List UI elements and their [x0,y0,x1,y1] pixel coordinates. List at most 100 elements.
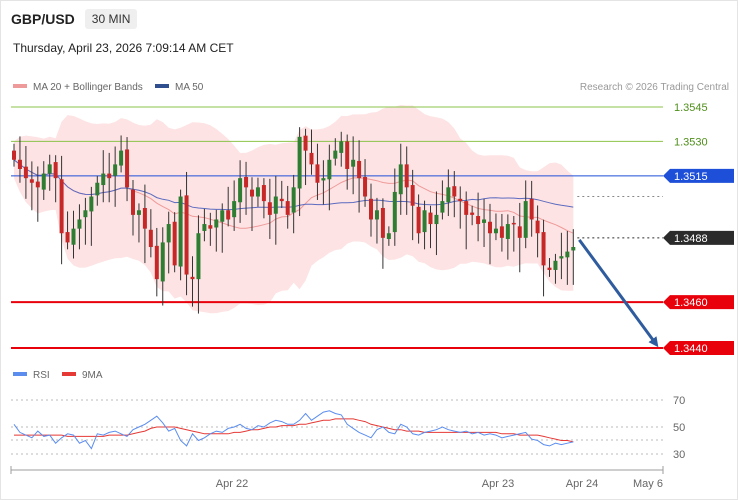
candle-body [464,201,469,215]
candle-body [392,191,397,233]
candle-body [101,173,106,186]
candle-body [559,256,564,259]
level-label-tag: 1.3440 [663,341,734,355]
candle-body [285,201,290,215]
candle-body [517,226,522,238]
candle-body [553,260,558,270]
candle-body [309,152,314,165]
candle-body [17,159,22,169]
candle-body [113,164,118,176]
candle-body [434,214,439,225]
rsi-ma9-line [14,418,574,443]
candle-body [470,212,475,215]
candle-body [273,196,278,214]
candle-body [160,242,165,282]
candle-body [166,224,171,243]
candle-body [202,224,207,231]
candle-body [297,136,302,189]
candle-body [41,173,46,190]
candle-body [214,219,219,228]
candle-body [321,178,326,181]
candle-body [119,150,124,166]
candle-body [148,229,153,248]
timestamp: Thursday, April 23, 2026 7:09:14 AM CET [13,41,234,55]
candle-body [232,201,237,218]
candle-body [131,189,135,215]
candle-body [136,210,141,215]
candle-body [238,178,243,203]
symbol-title: GBP/USD [11,11,75,27]
candle-body [65,232,70,243]
forecast-arrow [578,238,659,348]
candle-body [571,247,576,251]
ma20-legend-swatch [13,84,27,88]
level-label: 1.3488 [674,233,708,245]
candle-body [255,187,260,197]
x-tick-label: Apr 23 [482,478,514,490]
candle-body [291,187,296,213]
candle-body [172,221,177,266]
candle-body [154,245,159,280]
candle-body [339,141,344,153]
candle-body [208,225,213,229]
candle-body [440,201,445,213]
candle-body [333,150,338,159]
candle-body [83,210,88,218]
candle-body [357,160,362,179]
ma50-legend-swatch [155,84,169,88]
rsi-legend-swatch [13,372,27,376]
candle-body [565,251,570,258]
candle-body [71,228,76,245]
candle-body [410,185,415,206]
candle-body [196,233,201,280]
candle-body [327,159,332,180]
level-label-bg [663,168,734,183]
candle-body [505,224,510,239]
candle-body [511,222,516,225]
candle-body [398,164,403,195]
candle-body [303,135,308,151]
chart-header: GBP/USD 30 MIN [11,8,138,30]
level-label-bg [663,295,734,310]
candle-body [279,198,284,202]
candle-body [493,228,498,234]
level-label-tag: 1.3488 [663,230,734,245]
candle-body [374,210,379,220]
candle-body [244,177,249,188]
candle-body [250,189,254,197]
level-label-tag: 1.3460 [663,295,734,310]
timeframe-badge[interactable]: 30 MIN [84,9,138,29]
candle-body [351,159,356,167]
candle-body [541,232,546,266]
candle-body [529,198,534,220]
candle-body [226,210,231,220]
level-label-bg [663,341,734,355]
candle-body [488,221,492,234]
candle-body [476,216,481,225]
level-label-tag: 1.3515 [663,168,734,183]
x-tick-label: Apr 22 [216,478,248,490]
candle-body [190,276,195,280]
candle-body [261,185,266,202]
candle-body [184,195,189,275]
x-tick-label: Apr 24 [566,478,598,490]
candle-body [77,219,82,229]
level-label: 1.3530 [674,136,708,148]
candle-body [95,182,100,196]
candle-body [535,220,540,234]
candle-body [547,267,552,270]
candle-body [53,162,58,179]
candle-body [267,202,272,215]
candle-body [125,149,130,188]
ma9-legend-label: 9MA [82,370,103,381]
level-label: 1.3515 [674,171,708,183]
candle-body [482,219,487,223]
candle-body [416,206,421,234]
candle-body [59,179,64,234]
candle-body [386,233,391,239]
rsi-tick-label: 50 [673,422,685,434]
candle-body [422,210,427,233]
candle-body [315,164,320,183]
ma20-legend-label: MA 20 + Bollinger Bands [33,82,143,93]
